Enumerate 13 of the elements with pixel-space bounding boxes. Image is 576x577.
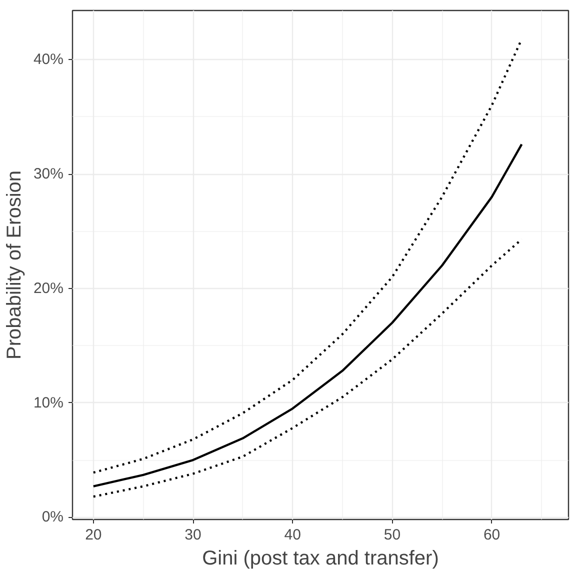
- x-tick-label: 20: [85, 526, 102, 544]
- x-tick-label: 40: [284, 526, 301, 544]
- y-tick-label: 30%: [33, 166, 64, 183]
- y-tick-label: 40%: [33, 51, 64, 68]
- y-axis-title: Probability of Erosion: [3, 170, 26, 360]
- x-tick-label: 60: [483, 526, 500, 544]
- line-series: [92, 143, 523, 488]
- y-tick-label: 0%: [42, 508, 64, 526]
- x-tick-label: 50: [384, 526, 401, 544]
- y-tick-label: 10%: [33, 394, 64, 412]
- x-axis-title: Gini (post tax and transfer): [202, 548, 439, 570]
- x-tick-label: 30: [184, 526, 202, 544]
- y-tick-label: 20%: [33, 280, 64, 297]
